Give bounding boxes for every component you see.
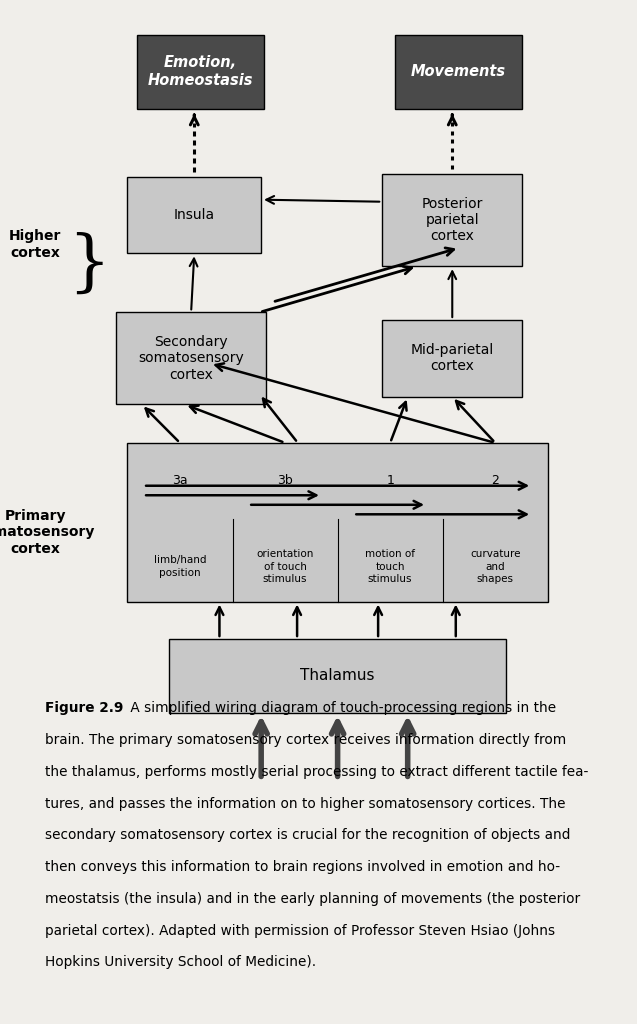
Text: 1: 1 (386, 474, 394, 487)
Text: brain. The primary somatosensory cortex receives information directly from: brain. The primary somatosensory cortex … (45, 733, 566, 748)
Text: secondary somatosensory cortex is crucial for the recognition of objects and: secondary somatosensory cortex is crucia… (45, 828, 570, 843)
Text: Emotion,
Homeostasis: Emotion, Homeostasis (148, 55, 254, 88)
Text: Posterior
parietal
cortex: Posterior parietal cortex (422, 197, 483, 244)
Text: curvature
and
shapes: curvature and shapes (470, 549, 520, 584)
Text: motion of
touch
stimulus: motion of touch stimulus (365, 549, 415, 584)
FancyBboxPatch shape (382, 174, 522, 266)
Text: Hopkins University School of Medicine).: Hopkins University School of Medicine). (45, 955, 316, 970)
Text: Higher
cortex: Higher cortex (9, 229, 61, 259)
Text: meostatsis (the insula) and in the early planning of movements (the posterior: meostatsis (the insula) and in the early… (45, 892, 580, 906)
FancyBboxPatch shape (382, 319, 522, 396)
Text: then conveys this information to brain regions involved in emotion and ho-: then conveys this information to brain r… (45, 860, 560, 874)
Text: Secondary
somatosensory
cortex: Secondary somatosensory cortex (138, 335, 244, 382)
Text: 3a: 3a (172, 474, 188, 487)
Text: orientation
of touch
stimulus: orientation of touch stimulus (256, 549, 314, 584)
FancyBboxPatch shape (116, 312, 266, 404)
FancyBboxPatch shape (127, 442, 548, 602)
Text: Primary
somatosensory
cortex: Primary somatosensory cortex (0, 509, 95, 556)
Text: Movements: Movements (411, 65, 506, 79)
Text: 3b: 3b (277, 474, 293, 487)
Text: Insula: Insula (174, 208, 215, 222)
Text: {: { (52, 227, 94, 293)
Text: 2: 2 (491, 474, 499, 487)
FancyBboxPatch shape (169, 639, 506, 713)
FancyBboxPatch shape (395, 35, 522, 109)
Text: the thalamus, performs mostly serial processing to extract different tactile fea: the thalamus, performs mostly serial pro… (45, 765, 588, 779)
Text: tures, and passes the information on to higher somatosensory cortices. The: tures, and passes the information on to … (45, 797, 565, 811)
Text: limb/hand
position: limb/hand position (154, 555, 206, 578)
Text: parietal cortex). Adapted with permission of Professor Steven Hsiao (Johns: parietal cortex). Adapted with permissio… (45, 924, 555, 938)
Text: A simplified wiring diagram of touch-processing regions in the: A simplified wiring diagram of touch-pro… (126, 701, 556, 716)
Text: Figure 2.9: Figure 2.9 (45, 701, 123, 716)
FancyBboxPatch shape (137, 35, 264, 109)
Text: Mid-parietal
cortex: Mid-parietal cortex (411, 343, 494, 374)
FancyBboxPatch shape (127, 176, 261, 253)
Text: Thalamus: Thalamus (301, 669, 375, 683)
